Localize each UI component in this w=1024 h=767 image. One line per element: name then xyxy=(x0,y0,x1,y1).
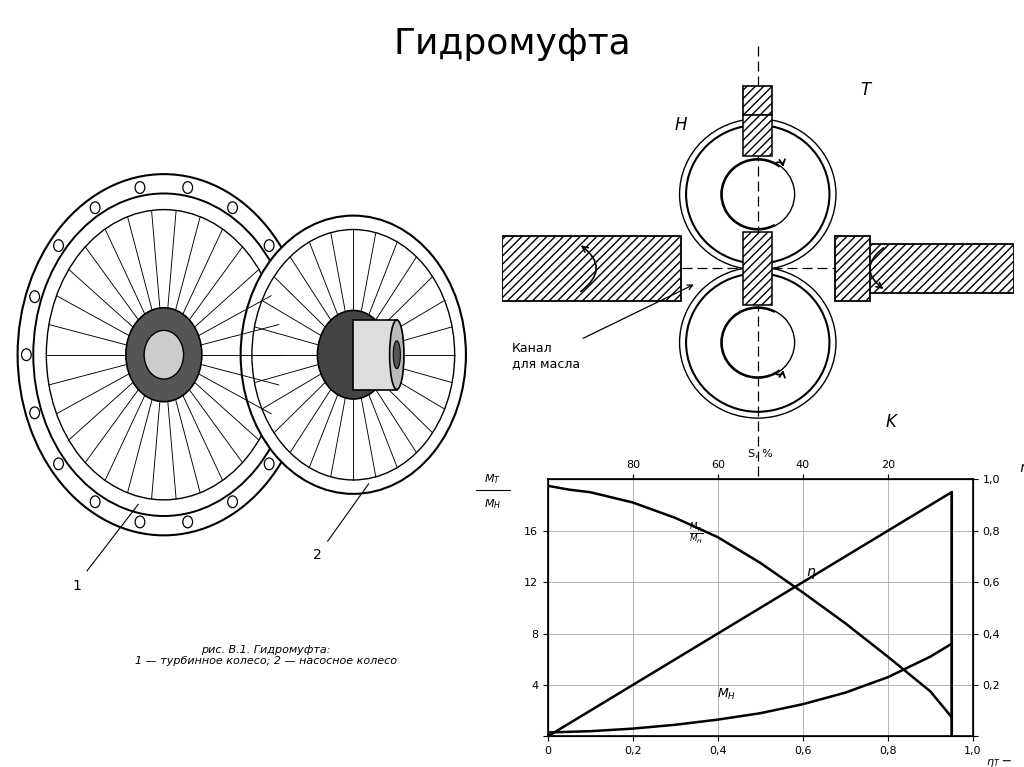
Ellipse shape xyxy=(135,182,144,193)
Ellipse shape xyxy=(317,311,389,399)
Text: K: K xyxy=(886,413,896,430)
Text: Гидромуфта: Гидромуфта xyxy=(393,27,631,61)
Text: $\frac{M_T}{M_H}$: $\frac{M_T}{M_H}$ xyxy=(689,521,703,546)
Ellipse shape xyxy=(144,331,183,379)
Ellipse shape xyxy=(90,202,100,213)
Ellipse shape xyxy=(296,349,306,360)
Ellipse shape xyxy=(53,240,63,252)
Ellipse shape xyxy=(288,407,298,419)
Ellipse shape xyxy=(135,516,144,528)
Bar xyxy=(502,236,681,301)
Ellipse shape xyxy=(227,496,238,508)
Ellipse shape xyxy=(288,291,298,302)
Bar xyxy=(840,245,1014,292)
Ellipse shape xyxy=(393,341,400,369)
Ellipse shape xyxy=(241,216,466,494)
Ellipse shape xyxy=(227,202,238,213)
Ellipse shape xyxy=(264,458,274,469)
Bar xyxy=(835,236,870,301)
Bar xyxy=(743,86,772,115)
Bar xyxy=(353,320,397,390)
Text: H: H xyxy=(675,116,687,134)
Text: $\eta_T$: $\eta_T$ xyxy=(985,757,999,767)
Text: $M_T$: $M_T$ xyxy=(484,472,501,486)
Ellipse shape xyxy=(389,320,403,390)
Text: $\eta$: $\eta$ xyxy=(1019,462,1024,477)
Ellipse shape xyxy=(183,516,193,528)
Bar xyxy=(743,115,772,156)
Text: T: T xyxy=(860,81,870,100)
Ellipse shape xyxy=(252,229,455,480)
Ellipse shape xyxy=(30,407,40,419)
Ellipse shape xyxy=(30,291,40,302)
Text: 2: 2 xyxy=(313,548,322,562)
Text: Канал
для масла: Канал для масла xyxy=(512,285,692,370)
Ellipse shape xyxy=(183,182,193,193)
Ellipse shape xyxy=(126,308,202,402)
Ellipse shape xyxy=(53,458,63,469)
Ellipse shape xyxy=(22,349,32,360)
Text: $\eta$: $\eta$ xyxy=(806,566,816,581)
Ellipse shape xyxy=(90,496,100,508)
Ellipse shape xyxy=(34,193,295,516)
Text: рис. В.1. Гидромуфта:
1 — турбинное колесо; 2 — насосное колесо: рис. В.1. Гидромуфта: 1 — турбинное коле… xyxy=(135,645,397,667)
X-axis label: S, %: S, % xyxy=(748,449,773,459)
Text: $M_H$: $M_H$ xyxy=(484,498,501,512)
Text: $M_H$: $M_H$ xyxy=(717,686,736,702)
Text: 1: 1 xyxy=(73,579,81,593)
Ellipse shape xyxy=(264,240,274,252)
Bar xyxy=(743,232,772,304)
Ellipse shape xyxy=(46,209,282,500)
